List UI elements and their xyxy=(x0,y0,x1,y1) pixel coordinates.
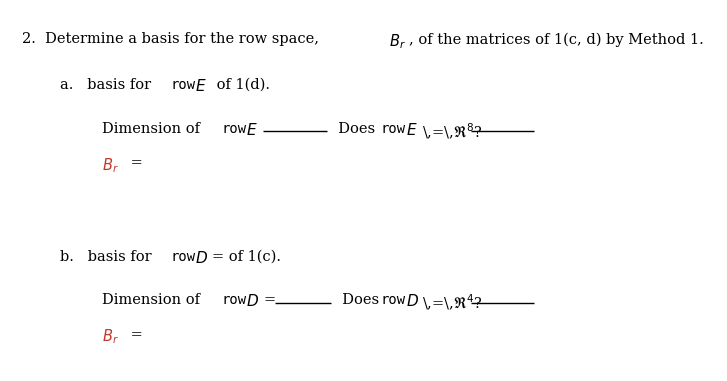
Text: Dimension of: Dimension of xyxy=(102,122,209,136)
Text: $D$: $D$ xyxy=(195,250,208,266)
Text: $E$: $E$ xyxy=(406,122,417,138)
Text: =: = xyxy=(126,328,143,342)
Text: 2.  Determine a basis for the row space,: 2. Determine a basis for the row space, xyxy=(22,32,324,46)
Text: $B_r$: $B_r$ xyxy=(102,328,119,346)
Text: = of 1(c).: = of 1(c). xyxy=(212,250,281,264)
Text: Dimension of: Dimension of xyxy=(102,293,209,307)
Text: $D$: $D$ xyxy=(246,293,260,309)
Text: $B_r$: $B_r$ xyxy=(102,156,119,175)
Text: =: = xyxy=(263,293,276,307)
Text: =: = xyxy=(126,156,143,170)
Text: row: row xyxy=(170,250,196,264)
Text: Does: Does xyxy=(333,293,388,307)
Text: a.   basis for: a. basis for xyxy=(60,78,156,92)
Text: $D$: $D$ xyxy=(406,293,419,309)
Text: $B_r$: $B_r$ xyxy=(389,32,406,51)
Text: , of the matrices of 1(c, d) by Method 1.: , of the matrices of 1(c, d) by Method 1… xyxy=(409,32,704,47)
Text: row: row xyxy=(381,122,406,136)
Text: of 1(d).: of 1(d). xyxy=(212,78,270,92)
Text: row: row xyxy=(170,78,196,92)
Text: $E$: $E$ xyxy=(195,78,206,94)
Text: row: row xyxy=(381,293,406,307)
Text: Does: Does xyxy=(329,122,384,136)
Text: \,=\,$\mathfrak{R}^8$?: \,=\,$\mathfrak{R}^8$? xyxy=(422,122,483,142)
Text: row: row xyxy=(222,122,247,136)
Text: row: row xyxy=(222,293,247,307)
Text: \,=\,$\mathfrak{R}^4$?: \,=\,$\mathfrak{R}^4$? xyxy=(422,293,483,314)
Text: $E$: $E$ xyxy=(246,122,258,138)
Text: b.   basis for: b. basis for xyxy=(60,250,156,264)
